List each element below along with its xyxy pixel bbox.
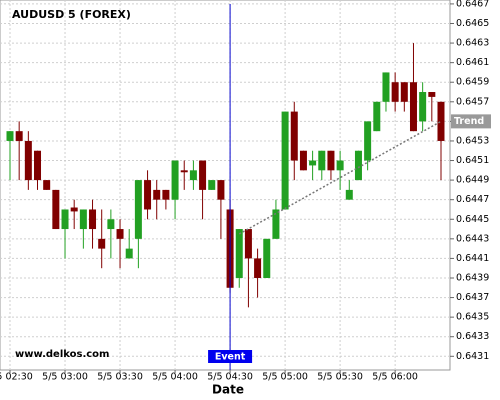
y-tick-label: 0.6435 [456,312,489,323]
candle-body [409,82,417,132]
trend-line [238,120,442,235]
candle-body [419,92,427,122]
candle-body [400,82,408,102]
candle-body [24,140,32,181]
x-tick-label: 5/5 05:00 [262,372,308,383]
candle-body [162,189,170,200]
candle-body [6,131,14,141]
candle-body [144,180,152,210]
y-tick-label: 0.6437 [456,292,489,303]
candle-body [134,180,142,239]
x-tick-label: 5/5 03:30 [97,372,143,383]
candle-body [189,170,197,181]
candle-body [254,258,262,278]
y-tick-label: 0.6461 [456,57,489,68]
plot-area [0,0,451,371]
y-tick-label: 0.6445 [456,214,489,225]
candle-body [327,150,335,171]
candle-body [437,101,445,141]
watermark: www.delkos.com [15,349,109,360]
y-tick-label: 0.6449 [456,175,489,186]
candle-body [244,229,252,259]
candle-body [208,180,216,190]
y-tick-label: 0.6443 [456,233,489,244]
x-tick-label: 5/5 03:00 [42,372,88,383]
x-axis-title: Date [212,383,244,397]
candle-body [79,209,87,230]
candle-body [309,160,317,166]
candle-body [52,189,60,230]
candle-body [153,189,161,200]
candle-body [272,209,280,239]
candle-body [180,170,188,173]
candle-body [125,248,133,259]
y-tick-label: 0.6451 [456,155,489,166]
candle-body [70,207,78,212]
candle-body [43,180,51,190]
chart-title: AUDUSD 5 (FOREX) [12,8,131,21]
trend-label-box [451,114,491,129]
candle-body [391,82,399,102]
candle-body [116,229,124,239]
candle-body [34,150,42,181]
candle-body [263,238,271,278]
y-tick-label: 0.6457 [456,96,489,107]
candle-body [318,150,326,171]
y-tick-label: 0.6431 [456,351,489,362]
candle-body [89,209,97,230]
y-tick-label: 0.6439 [456,272,489,283]
candle-body [217,180,225,200]
x-tick-label: 5/5 02:30 [0,372,33,383]
event-label: Event [215,352,246,363]
y-tick-label: 0.6459 [456,77,489,88]
x-tick-label: 5/5 05:30 [317,372,363,383]
candle-body [107,219,115,230]
y-tick-label: 0.6467 [456,0,489,9]
candle-body [171,160,179,200]
x-tick-label: 5/5 04:00 [152,372,198,383]
candle-body [199,160,207,190]
y-tick-label: 0.6447 [456,194,489,205]
y-tick-label: 0.6463 [456,38,489,49]
y-tick-label: 0.6433 [456,331,489,342]
candle-body [281,111,289,210]
candle-body [98,238,106,249]
candle-body [428,92,436,97]
trend-label: Trend [454,116,484,127]
candle-body [15,131,23,141]
candle-body [290,111,298,161]
candle-body [382,72,390,102]
candle-body [345,189,353,200]
x-tick-label: 5/5 06:00 [372,372,418,383]
y-tick-label: 0.6465 [456,18,489,29]
candle-body [235,229,243,278]
candle-body [354,150,362,181]
candle-body [299,150,307,171]
candle-body [364,121,372,161]
candle-body [373,101,381,132]
event-label-box [208,350,253,363]
y-tick-label: 0.6453 [456,135,489,146]
candle-body [61,209,69,230]
candle-body [336,160,344,171]
y-tick-label: 0.6441 [456,253,489,264]
x-tick-label: 5/5 04:30 [207,372,253,383]
